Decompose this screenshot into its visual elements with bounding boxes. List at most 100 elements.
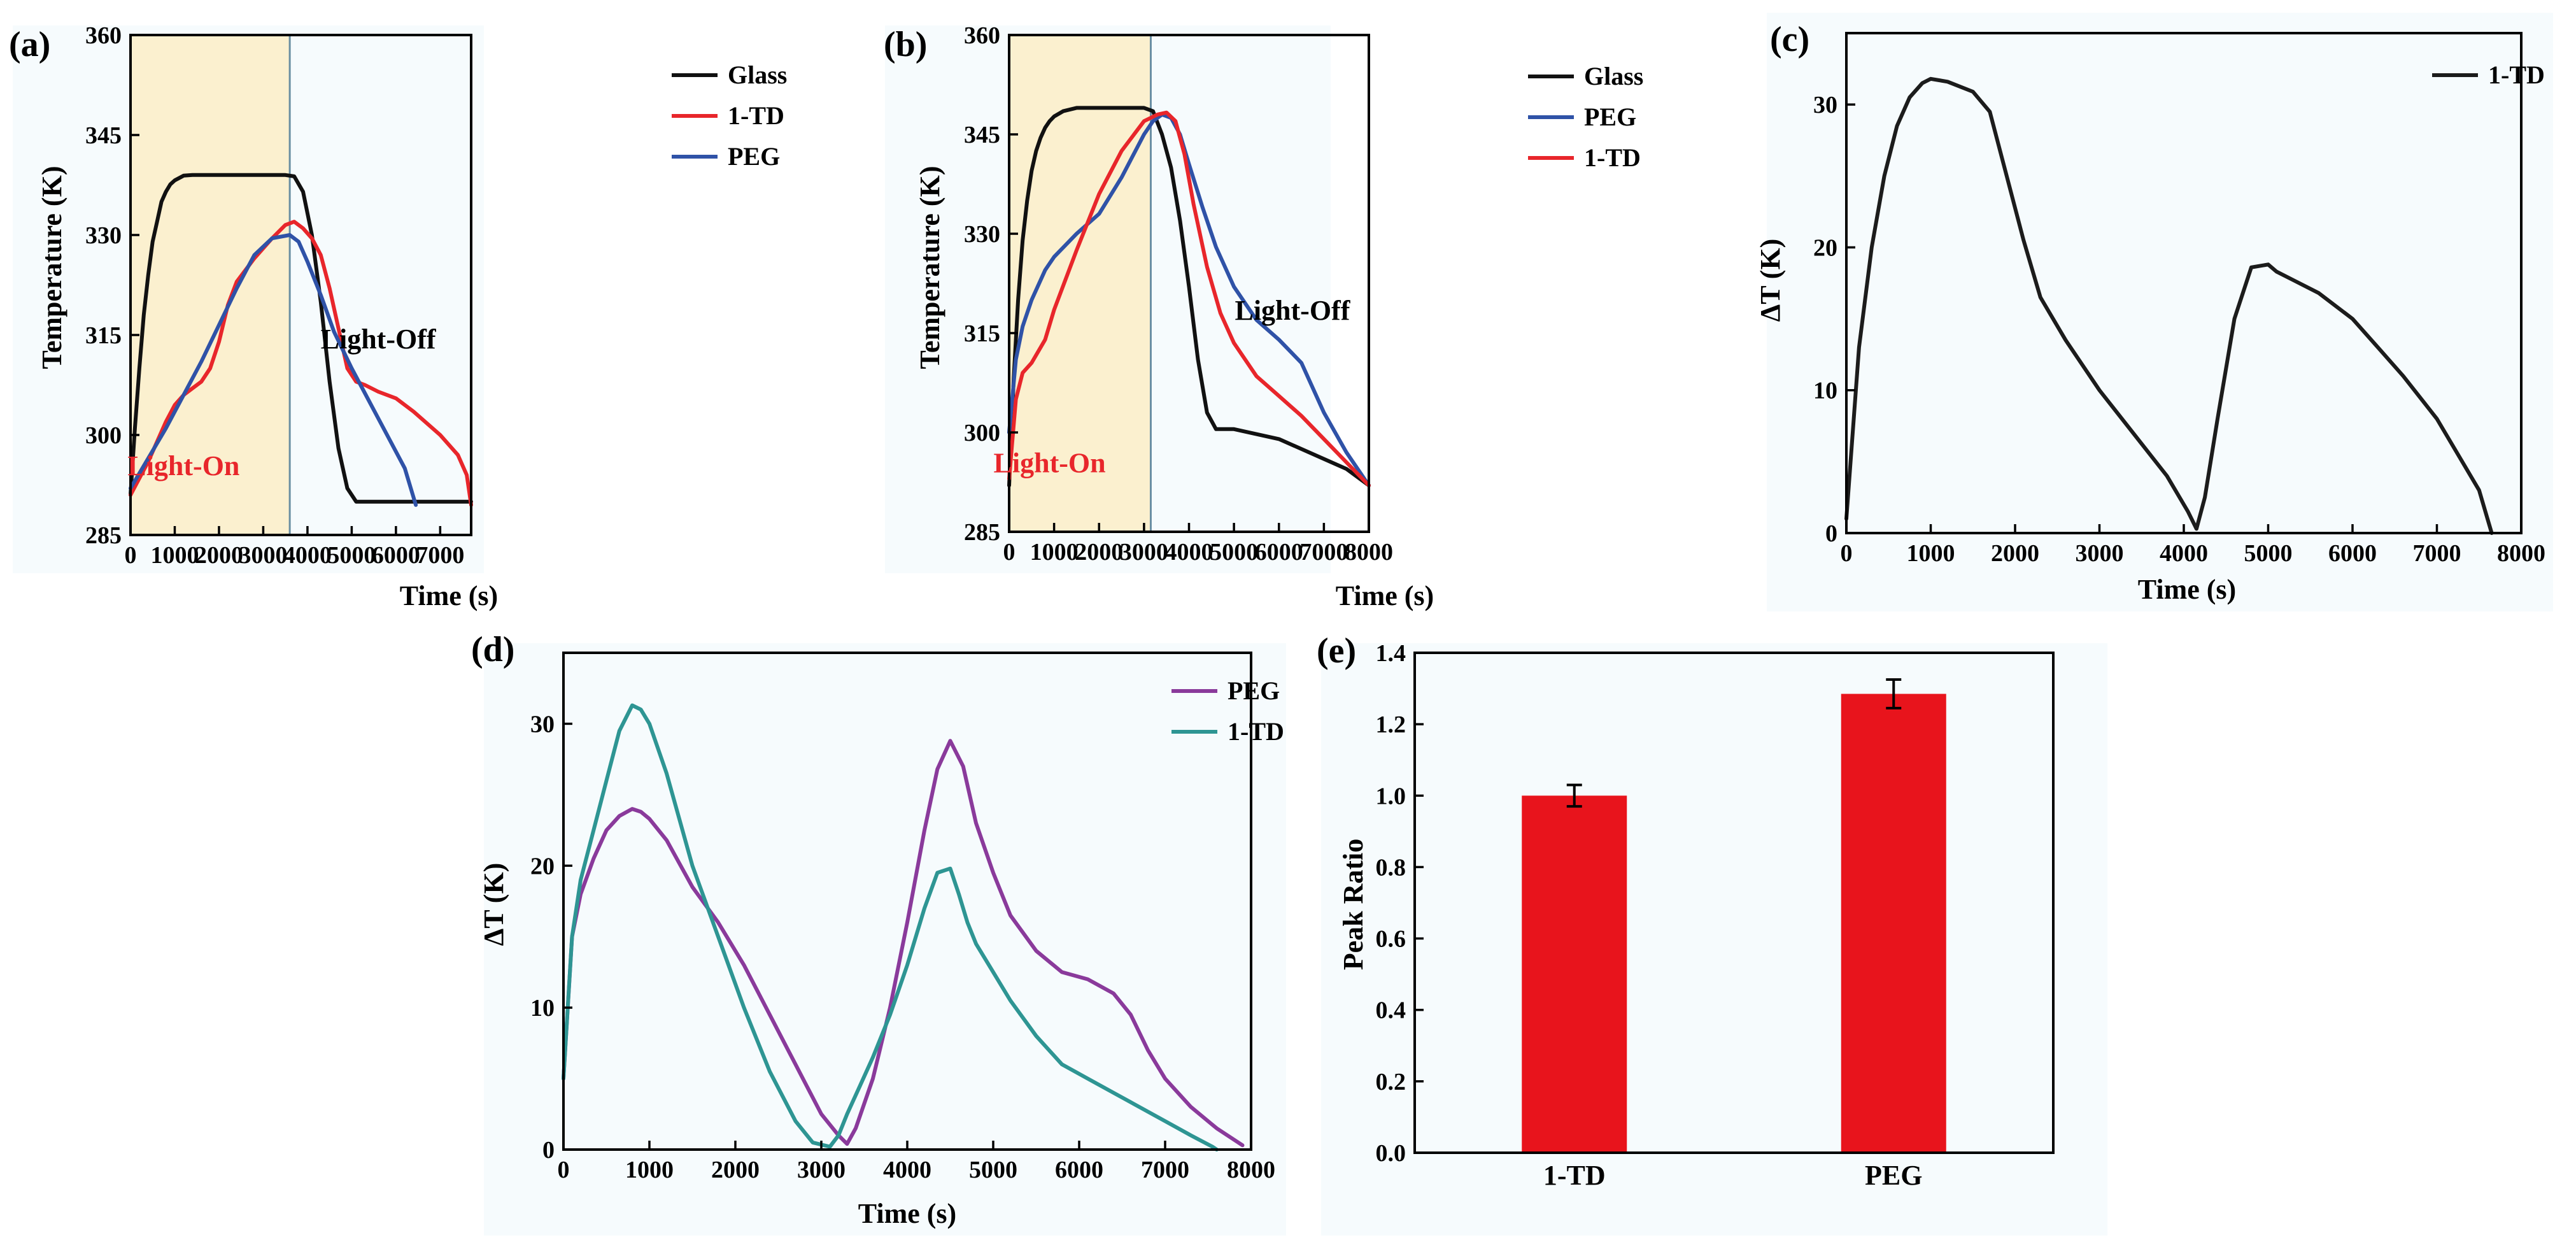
- x-tick-label: 3000: [1120, 539, 1168, 566]
- y-tick-label: 20: [1813, 234, 1837, 261]
- x-axis-label: Time (s): [1336, 580, 1434, 611]
- y-axis-label: ΔT (K): [478, 863, 509, 946]
- y-tick-label: 0.8: [1376, 854, 1406, 881]
- x-tick-label: 1000: [1030, 539, 1079, 566]
- series-line-peg: [1007, 112, 1371, 488]
- category-label: 1-TD: [1543, 1160, 1606, 1191]
- y-tick-label: 10: [530, 995, 555, 1022]
- x-tick-label: 7000: [2413, 540, 2461, 567]
- x-tick-label: 2000: [711, 1157, 760, 1183]
- x-tick-label: 3000: [2076, 540, 2124, 567]
- series-line-glass: [129, 173, 473, 504]
- y-tick-label: 0.4: [1376, 997, 1406, 1024]
- series-line-peg: [562, 739, 1245, 1148]
- y-tick-label: 0.0: [1376, 1140, 1406, 1167]
- y-tick-label: 0.6: [1376, 926, 1406, 953]
- annotation-text: Light-Off: [321, 324, 437, 355]
- plot-frame: [129, 34, 472, 536]
- legend-entry: PEG: [728, 142, 780, 171]
- annotation-text: Light-On: [994, 447, 1106, 478]
- series-line-1-td: [129, 220, 473, 507]
- y-tick-label: 330: [964, 221, 1000, 248]
- panel-label: (c): [1770, 20, 1809, 59]
- panel-c: (c) 0 1000 2000 3000 4000 5000 6000 7000 8000 0 10 2…: [1755, 13, 2553, 611]
- legend-entry: 1-TD: [728, 101, 784, 130]
- y-tick-label: 0: [542, 1137, 555, 1164]
- x-tick-label: 8000: [1345, 539, 1393, 566]
- y-axis-label: Peak Ratio: [1338, 839, 1369, 971]
- x-tick-label: 6000: [1055, 1157, 1103, 1183]
- y-tick-label: 30: [530, 711, 555, 738]
- series-line-1-td: [562, 703, 1219, 1151]
- x-tick-label: 1000: [625, 1157, 674, 1183]
- x-tick-label: 7000: [416, 542, 464, 569]
- x-tick-label: 6000: [1255, 539, 1303, 566]
- x-tick-label: 3000: [797, 1157, 846, 1183]
- y-tick-label: 20: [530, 853, 555, 880]
- bar-peg: [1841, 694, 1946, 1153]
- x-tick-label: 8000: [1227, 1157, 1275, 1183]
- legend-entry: PEG: [1584, 103, 1636, 131]
- panel-label: (a): [9, 25, 50, 64]
- legend-entry: PEG: [1228, 676, 1280, 705]
- legend-entry: 1-TD: [1228, 717, 1284, 746]
- x-tick-label: 2000: [195, 542, 243, 569]
- legend-entry: Glass: [728, 61, 787, 89]
- annotation-text: Light-On: [127, 450, 239, 481]
- x-axis-label: Time (s): [2138, 574, 2236, 605]
- legend: Glass 1-TD PEG: [672, 61, 787, 171]
- y-tick-label: 315: [964, 320, 1000, 347]
- y-tick-label: 285: [964, 519, 1000, 546]
- series-line-1-td: [1007, 110, 1371, 488]
- series-line-glass: [1007, 106, 1371, 488]
- category-label: PEG: [1865, 1160, 1922, 1191]
- y-tick-label: 345: [964, 122, 1000, 148]
- x-tick-label: 3000: [239, 542, 287, 569]
- legend-entry: 1-TD: [2488, 61, 2545, 89]
- legend: Glass PEG 1-TD: [1528, 62, 1643, 172]
- y-tick-label: 30: [1813, 92, 1837, 118]
- legend-entry: 1-TD: [1584, 143, 1641, 172]
- x-tick-label: 4000: [1165, 539, 1214, 566]
- y-tick-label: 345: [85, 122, 122, 149]
- light-on-shaded-region: [131, 35, 290, 535]
- x-tick-label: 0: [558, 1157, 570, 1183]
- panel-label: (d): [471, 630, 514, 669]
- legend-entry: Glass: [1584, 62, 1643, 90]
- x-tick-label: 0: [1841, 540, 1853, 567]
- light-on-shaded-region: [1009, 35, 1151, 532]
- y-tick-label: 300: [964, 420, 1000, 446]
- x-tick-label: 5000: [1210, 539, 1258, 566]
- x-tick-label: 2000: [1075, 539, 1123, 566]
- annotation-text: Light-Off: [1235, 295, 1350, 326]
- series-line-1-td: [1844, 76, 2494, 535]
- y-tick-label: 1.0: [1376, 783, 1406, 809]
- x-tick-label: 4000: [883, 1157, 931, 1183]
- x-tick-label: 5000: [2244, 540, 2293, 567]
- y-tick-label: 0.2: [1376, 1069, 1406, 1095]
- x-tick-label: 8000: [2497, 540, 2545, 567]
- panel-background: [1767, 13, 2553, 611]
- panel-e: (e) 1-TD PEG 0.0 0.2 0.4 0.6 0.8 1.0 1.2 1.4 Peak R…: [1317, 631, 2107, 1236]
- x-tick-label: 0: [125, 542, 137, 569]
- y-tick-label: 360: [964, 22, 1000, 49]
- legend: 1-TD: [2432, 61, 2545, 89]
- plot-frame: [1413, 652, 2055, 1154]
- y-axis-label: Temperature (K): [36, 166, 67, 369]
- x-axis-label: Time (s): [858, 1198, 956, 1229]
- x-tick-label: 7000: [1141, 1157, 1189, 1183]
- panel-background: [1321, 643, 2107, 1236]
- y-tick-label: 10: [1813, 378, 1837, 404]
- y-tick-label: 285: [85, 522, 122, 549]
- panel-label: (e): [1317, 631, 1356, 671]
- y-tick-label: 1.4: [1376, 640, 1406, 667]
- x-tick-label: 1000: [150, 542, 199, 569]
- x-tick-label: 4000: [283, 542, 332, 569]
- legend: PEG 1-TD: [1171, 676, 1284, 746]
- x-tick-label: 2000: [1991, 540, 2039, 567]
- y-axis-label: ΔT (K): [1755, 239, 1786, 322]
- y-axis-label: Temperature (K): [914, 166, 945, 369]
- x-tick-label: 1000: [1907, 540, 1955, 567]
